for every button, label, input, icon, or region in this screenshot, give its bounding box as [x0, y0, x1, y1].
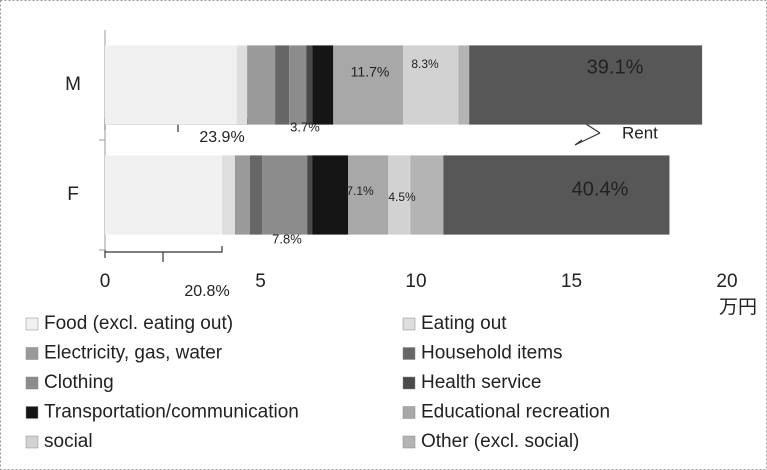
bar-segment — [443, 155, 670, 235]
legend-swatch — [402, 317, 416, 331]
y-tick-label: M — [65, 74, 81, 95]
x-tick-label: 10 — [405, 271, 426, 292]
legend-label: Electricity, gas, water — [44, 343, 223, 364]
annotation: Rent — [622, 123, 658, 142]
bar-segment — [249, 155, 263, 235]
bar-segment — [388, 155, 411, 235]
bar-segment — [469, 45, 703, 125]
legend-swatch — [402, 376, 416, 390]
x-axis-label: 万円 — [719, 297, 757, 318]
annotation: 7.1% — [346, 184, 374, 198]
legend-label: Health service — [421, 372, 541, 393]
bar-segment — [247, 45, 276, 125]
legend-label: Eating out — [421, 313, 507, 334]
x-tick-label: 15 — [561, 271, 582, 292]
x-tick-label: 5 — [255, 271, 266, 292]
legend-swatch — [402, 406, 416, 419]
y-tick-label: F — [67, 184, 79, 205]
annotation: 8.3% — [411, 57, 439, 71]
legend-swatch — [25, 347, 39, 360]
bar-segment — [307, 155, 313, 235]
bar-segment — [312, 155, 349, 235]
bar-segment — [306, 45, 313, 125]
bar-segment — [221, 155, 235, 235]
bar-segment — [458, 45, 470, 125]
bar-segment — [289, 45, 307, 125]
legend-swatch — [402, 347, 416, 360]
bar-segment — [403, 45, 459, 125]
annotation: 4.5% — [388, 190, 416, 204]
bracket — [104, 246, 223, 262]
legend-label: social — [44, 431, 93, 452]
bar-segment — [312, 45, 334, 125]
annotation: 20.8% — [184, 283, 229, 300]
x-tick-label: 20 — [716, 271, 737, 292]
legend-swatch — [25, 376, 39, 390]
legend-label: Food (excl. eating out) — [44, 313, 233, 334]
bar-segment — [348, 155, 389, 235]
legend-label: Educational recreation — [421, 402, 610, 423]
legend-label: Other (excl. social) — [421, 431, 579, 452]
legend-swatch — [25, 317, 39, 331]
bar-segment — [236, 45, 248, 125]
annotation: 7.8% — [272, 231, 302, 246]
annotation: 11.7% — [351, 64, 390, 80]
annotation: 39.1% — [587, 56, 644, 78]
x-tick-label: 0 — [100, 271, 111, 292]
legend-label: Clothing — [44, 372, 114, 393]
legend-label: Transportation/communication — [44, 402, 299, 423]
annotation: 23.9% — [199, 129, 244, 146]
bar-segment — [105, 155, 222, 235]
legend-label: Household items — [421, 343, 563, 364]
annotation: 3.7% — [290, 119, 320, 134]
bar-segment — [234, 155, 250, 235]
legend-swatch — [25, 435, 39, 449]
annotation: 40.4% — [572, 178, 629, 200]
bar-segment — [105, 45, 237, 125]
bar-segment — [275, 45, 290, 125]
legend-swatch — [402, 435, 416, 449]
bar-segment — [410, 155, 444, 235]
bar-segment — [262, 155, 308, 235]
legend-swatch — [25, 406, 39, 419]
bar-segment — [333, 45, 404, 125]
